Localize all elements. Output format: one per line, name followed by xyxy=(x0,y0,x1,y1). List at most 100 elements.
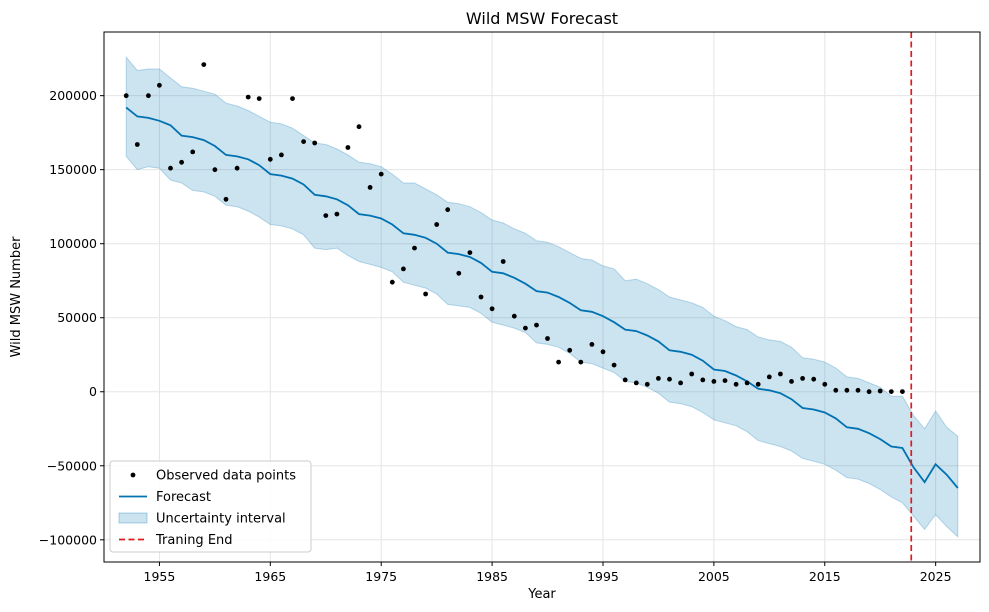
observed-point xyxy=(301,139,306,145)
observed-point xyxy=(190,149,196,155)
forecast-line-layer xyxy=(125,106,959,489)
observed-point xyxy=(334,211,340,217)
observed-point xyxy=(877,388,883,394)
x-tick-label: 1955 xyxy=(144,569,176,584)
observed-point xyxy=(146,93,151,99)
observed-point xyxy=(312,140,318,146)
observed-point xyxy=(423,291,428,297)
observed-point xyxy=(456,270,462,276)
y-tick-label: 150000 xyxy=(49,162,97,177)
observed-point xyxy=(700,377,706,383)
observed-point xyxy=(811,376,817,382)
observed-point xyxy=(888,389,894,394)
observed-point xyxy=(179,159,185,165)
observed-point xyxy=(157,82,162,88)
observed-point xyxy=(245,94,251,100)
forecast-line xyxy=(125,106,959,489)
observed-point xyxy=(223,196,229,202)
observed-point xyxy=(434,222,440,227)
observed-point xyxy=(800,376,805,381)
observed-point xyxy=(356,124,362,130)
legend-marker-band xyxy=(118,512,148,524)
observed-point xyxy=(833,387,839,393)
legend-label: Observed data points xyxy=(156,469,296,484)
observed-point xyxy=(445,207,451,213)
observed-point xyxy=(523,325,528,331)
observed-point xyxy=(722,378,728,383)
observed-point xyxy=(412,245,417,251)
x-tick-label: 2025 xyxy=(920,569,952,584)
chart-title: Wild MSW Forecast xyxy=(466,9,618,28)
observed-point xyxy=(511,313,517,319)
observed-point xyxy=(822,381,828,387)
observed-point xyxy=(389,279,395,285)
observed-point xyxy=(633,380,639,386)
legend-box xyxy=(109,460,312,553)
observed-point xyxy=(367,185,373,190)
observed-point xyxy=(279,152,284,158)
observed-point xyxy=(855,387,861,393)
observed-point xyxy=(689,371,695,377)
observed-point xyxy=(500,259,506,264)
observed-point xyxy=(589,342,595,347)
observed-point xyxy=(567,347,573,353)
observed-point xyxy=(290,96,295,101)
legend: Observed data points Forecast Uncertainty … xyxy=(109,460,312,553)
observed-point xyxy=(467,250,473,256)
y-tick-label: 50000 xyxy=(57,310,97,325)
observed-point xyxy=(556,359,561,365)
x-axis-title: Year xyxy=(527,587,556,602)
observed-point xyxy=(267,156,273,162)
plot-area-frame xyxy=(103,31,981,563)
observed-point xyxy=(578,359,584,365)
observed-point xyxy=(789,379,794,384)
observed-point xyxy=(755,381,761,387)
observed-points-layer xyxy=(123,62,905,395)
y-axis-title: Wild MSW Number xyxy=(9,236,24,358)
observed-point xyxy=(622,377,628,383)
observed-point xyxy=(744,380,750,386)
y-tick-label: 0 xyxy=(89,384,97,399)
grid xyxy=(104,32,980,562)
observed-point xyxy=(168,165,173,171)
observed-point xyxy=(401,266,406,272)
observed-point xyxy=(478,294,484,300)
legend-label: Forecast xyxy=(156,490,211,505)
observed-point xyxy=(489,306,495,312)
y-tick-label: −50000 xyxy=(47,458,97,473)
y-tick-label: 200000 xyxy=(49,88,97,103)
observed-point xyxy=(256,96,262,101)
uncertainty-band xyxy=(125,55,959,538)
observed-point xyxy=(656,376,661,381)
observed-point xyxy=(123,93,129,99)
observed-point xyxy=(600,349,606,355)
observed-point xyxy=(212,167,218,173)
observed-point xyxy=(667,376,672,382)
observed-point xyxy=(545,336,550,341)
y-tick-label: 100000 xyxy=(49,236,97,251)
y-tick-label: −100000 xyxy=(39,532,97,547)
y-axis: −100000 −50000 0 50000 100000 150000 200000 xyxy=(39,88,104,547)
x-tick-label: 2015 xyxy=(809,569,841,584)
observed-point xyxy=(201,62,207,67)
observed-point xyxy=(778,371,783,377)
legend-label: Traning End xyxy=(155,533,233,548)
legend-marker-observed xyxy=(130,472,136,478)
observed-point xyxy=(611,362,617,368)
x-tick-label: 1985 xyxy=(476,569,508,584)
observed-point xyxy=(766,374,772,380)
observed-point xyxy=(378,171,384,177)
observed-point xyxy=(711,379,717,384)
observed-point xyxy=(234,165,240,171)
observed-point xyxy=(866,389,872,395)
observed-point xyxy=(900,389,905,394)
observed-point xyxy=(844,387,850,393)
observed-point xyxy=(323,213,329,219)
x-tick-label: 1995 xyxy=(587,569,619,584)
x-tick-label: 2005 xyxy=(698,569,730,584)
observed-point xyxy=(644,381,650,387)
x-tick-label: 1975 xyxy=(365,569,397,584)
observed-point xyxy=(678,380,683,386)
uncertainty-band-layer xyxy=(125,55,959,538)
